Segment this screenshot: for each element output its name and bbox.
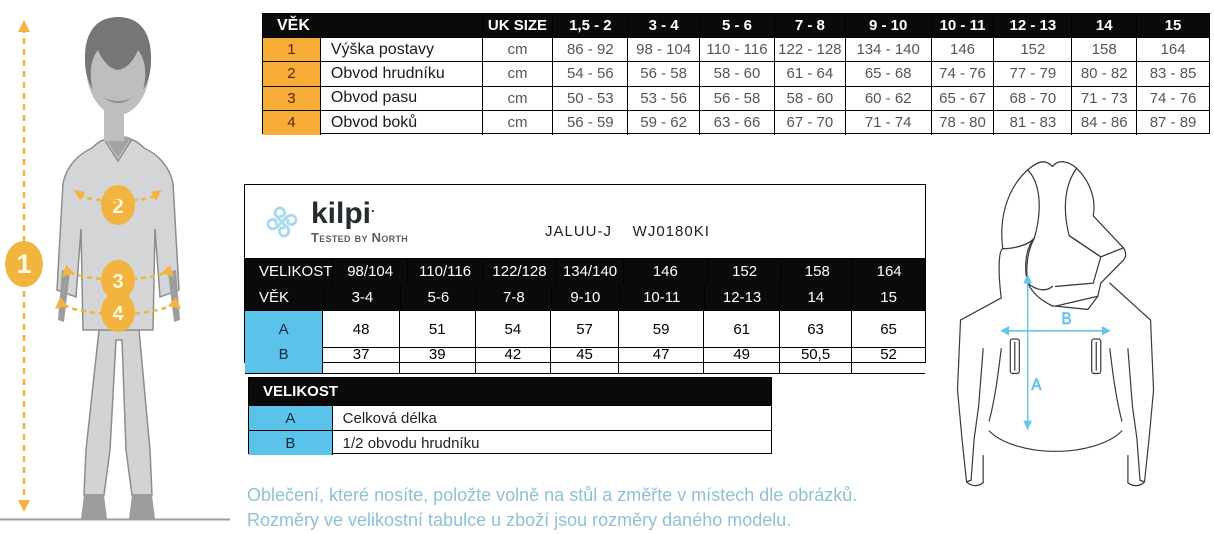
svg-text:B: B bbox=[1062, 311, 1072, 329]
svg-text:A: A bbox=[1031, 376, 1042, 394]
svg-text:2: 2 bbox=[112, 196, 123, 218]
svg-text:3: 3 bbox=[112, 271, 123, 293]
svg-text:1: 1 bbox=[16, 249, 31, 279]
